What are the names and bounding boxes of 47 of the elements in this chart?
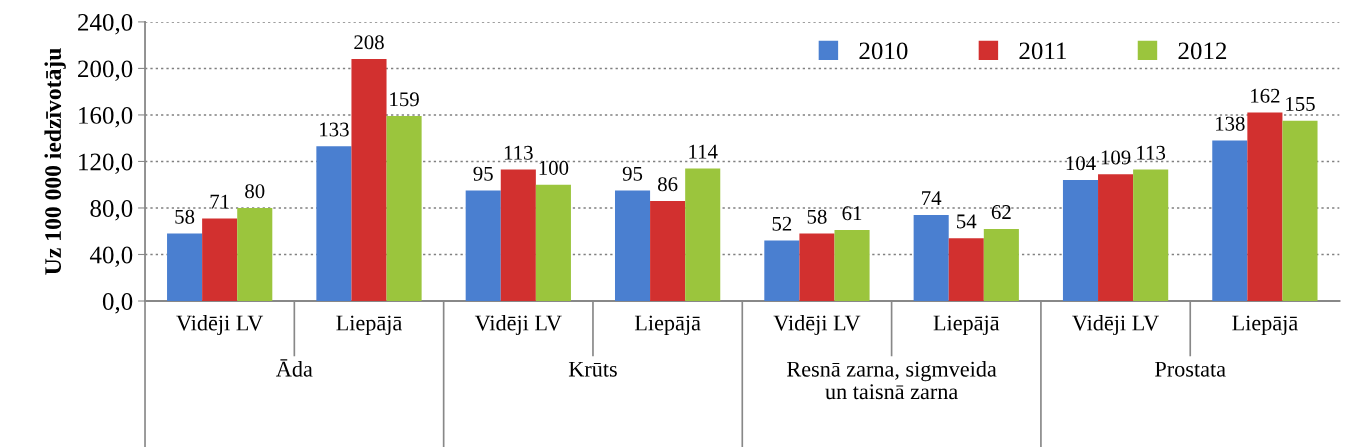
x-tick-label: Vidēji LV <box>1072 314 1160 336</box>
data-label: 113 <box>1137 145 1166 160</box>
x-tick-label: Vidēji LV <box>474 314 562 336</box>
y-tick-label: 200,0 <box>78 60 133 81</box>
legend-label: 2011 <box>1019 42 1066 60</box>
y-axis-title: Uz 100 000 iedzīvotāju <box>44 48 66 275</box>
x-tick-label: Liepājā <box>336 315 402 336</box>
x-tick-label: Liepājā <box>1232 315 1298 336</box>
data-label: 113 <box>504 145 533 160</box>
data-label: 114 <box>689 144 718 159</box>
data-label: 138 <box>1216 116 1245 131</box>
data-label: 95 <box>622 166 643 181</box>
x-tick-label: Liepājā <box>634 315 701 336</box>
y-tick-label: 80,0 <box>90 200 133 221</box>
text: Prostata <box>1155 361 1226 377</box>
text: Āda <box>276 359 313 377</box>
y-tick-label: 40,0 <box>89 246 133 268</box>
data-label: 133 <box>320 122 349 137</box>
y-tick-label: 160,0 <box>79 106 133 128</box>
legend-label: 2010 <box>859 42 908 60</box>
data-label: 62 <box>991 205 1011 220</box>
x-tick-label: Liepājā <box>933 315 1000 336</box>
x-tick-label: Vidēji LV <box>176 314 264 336</box>
legend-label: 2012 <box>1178 42 1227 60</box>
text: Resnā zarna, sigmveida un taisnā zarna <box>787 361 997 400</box>
data-label: 71 <box>210 194 229 209</box>
data-label: 162 <box>1251 88 1280 103</box>
data-label: 104 <box>1066 156 1096 171</box>
y-tick-label: 0,0 <box>102 293 133 314</box>
data-label: 155 <box>1286 97 1315 111</box>
data-label: 58 <box>175 209 195 224</box>
data-label: 80 <box>245 184 265 199</box>
data-label: 109 <box>1101 150 1131 165</box>
data-label: 74 <box>922 191 942 205</box>
data-label: 159 <box>390 92 419 107</box>
data-label: 100 <box>539 160 569 175</box>
data-label: 58 <box>807 209 827 224</box>
text: Krūts <box>568 361 617 377</box>
y-tick-label: 120,0 <box>79 153 133 174</box>
x-tick-label: Vidēji LV <box>773 314 861 336</box>
data-label: 86 <box>658 177 678 192</box>
y-tick-label: 240,0 <box>78 13 133 35</box>
data-label: 208 <box>354 35 384 50</box>
data-label: 54 <box>957 214 977 229</box>
data-label: 61 <box>842 206 862 221</box>
data-label: 52 <box>772 216 792 231</box>
data-label: 95 <box>473 166 493 181</box>
